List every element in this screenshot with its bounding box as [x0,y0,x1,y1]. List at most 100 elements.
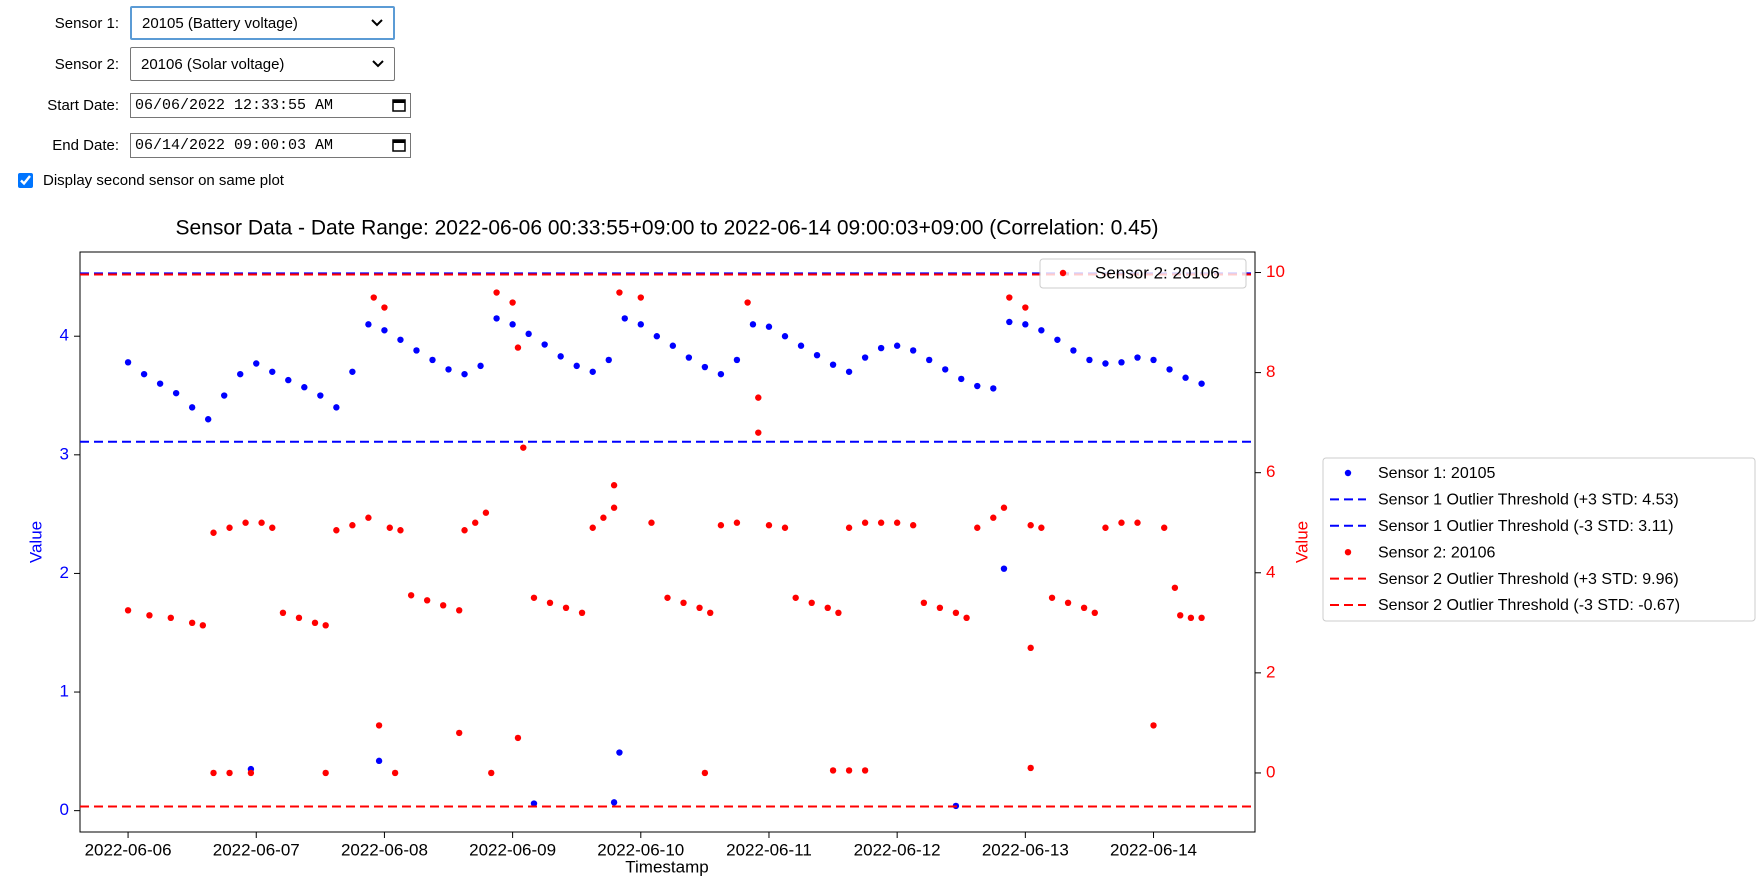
data-point [974,524,981,531]
data-point [1038,327,1045,334]
data-point [1080,604,1088,612]
data-point [322,622,329,629]
same-plot-checkbox[interactable] [18,173,33,188]
data-point [1022,321,1029,328]
data-point [333,404,340,411]
data-point [349,522,356,529]
data-point [637,321,644,328]
data-point [472,519,479,526]
data-point [1054,336,1061,343]
data-point [1102,360,1109,367]
data-point [1150,356,1157,364]
data-point [926,356,933,364]
data-point [258,519,265,526]
data-point [974,382,981,390]
y2-tick-label: 6 [1266,462,1275,481]
start-date-input[interactable]: 06/06/2022 12:33:55 AM [130,92,411,118]
data-point [637,294,644,301]
data-point [514,344,522,351]
data-point [765,323,773,330]
data-point [648,519,655,526]
data-point [381,304,388,311]
data-point [226,524,233,531]
data-point [701,769,709,777]
data-point [488,769,495,777]
data-point [1150,722,1157,729]
y2-tick-label: 4 [1266,562,1275,581]
data-point [573,362,580,370]
data-point [1038,524,1045,531]
data-point [990,385,997,392]
x-tick-label: 2022-06-10 [597,840,684,859]
y-tick-label: 2 [60,563,69,582]
y-axis-label: Value [26,521,45,563]
dropdown-arrow [371,19,383,27]
data-point [221,392,228,399]
data-point [172,389,180,397]
data-point [156,380,164,387]
sensor-1-select[interactable]: 20105 (Battery voltage) [130,6,395,40]
field-label: Start Date: [47,96,119,114]
legend-box [1322,457,1756,622]
end-date-input[interactable]: 06/14/2022 09:00:03 AM [130,132,411,158]
data-point [653,333,661,340]
data-point [824,604,831,612]
data-point [578,609,586,617]
data-point [295,614,303,622]
data-point [1006,294,1013,301]
data-point [664,594,671,601]
data-point [909,522,917,529]
data-point [461,527,468,534]
data-point [685,354,693,361]
field-row: Start Date: 06/06/2022 12:33:55 AM [0,88,411,122]
field-row: Sensor 1: 20105 (Battery voltage) [0,6,395,40]
data-point [188,404,196,411]
field-row: Sensor 2: 20106 (Solar voltage) [0,47,395,81]
data-point [509,299,516,306]
data-point [1022,304,1029,311]
x-tick-label: 2022-06-09 [469,840,556,859]
data-point [237,370,244,378]
data-point [1070,347,1077,354]
data-point [311,619,319,627]
field-row: End Date: 06/14/2022 09:00:03 AM [0,128,411,162]
y2-tick-label: 2 [1266,662,1275,681]
data-point [1027,764,1034,772]
data-point [317,392,324,399]
data-point [669,342,677,349]
data-point [605,356,612,364]
chart-title: Sensor Data - Date Range: 2022-06-06 00:… [175,217,1158,240]
data-point [253,360,260,367]
calendar-icon [392,139,406,152]
data-point [877,344,885,352]
data-point [482,509,490,516]
data-point [124,359,132,366]
data-point [744,299,751,306]
data-point [755,429,762,436]
data-point [936,604,944,612]
select-value: 20106 (Solar voltage) [141,55,285,73]
data-point [525,330,532,338]
legend-marker [1059,269,1067,277]
data-point [707,609,714,617]
y-tick-label: 4 [60,326,69,345]
data-point [407,592,415,599]
data-point [210,529,217,536]
data-point [808,599,815,607]
y-tick-label: 0 [60,800,69,819]
data-point [397,527,404,534]
data-point [1118,519,1125,526]
data-point [242,519,249,526]
sensor-2-select[interactable]: 20106 (Solar voltage) [130,47,395,81]
x-tick-label: 2022-06-08 [341,840,428,859]
data-point [333,527,340,534]
data-point [942,366,949,373]
legend-label: Sensor 1 Outlier Threshold (+3 STD: 4.53… [1378,492,1679,509]
data-point [813,351,821,359]
y2-tick-label: 8 [1266,362,1275,381]
data-point [701,363,709,371]
data-point [365,514,372,521]
data-point [781,333,789,340]
